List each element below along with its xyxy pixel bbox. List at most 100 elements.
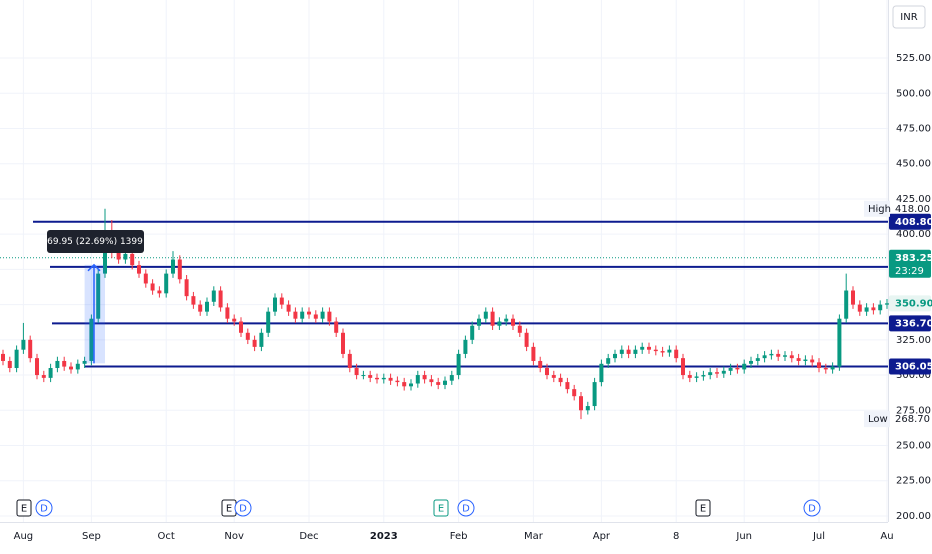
candle-body [239,321,243,333]
candle-body [28,339,33,359]
candle-body [545,368,549,376]
candle-body [402,382,407,387]
candle-body [647,346,651,350]
x-tick-label: Feb [450,531,468,542]
candle-body [198,304,203,312]
candle-body [667,349,672,353]
candle-body [137,265,141,274]
candle-body [21,339,26,350]
candle-body [701,375,706,377]
candle-body [443,380,447,385]
candle-body [817,362,821,369]
x-tick-label: Dec [299,531,318,542]
candle-body [687,375,692,378]
candle-body [368,375,373,378]
candle-body [1,353,5,361]
candle-body [803,359,808,361]
candle-body [830,366,835,370]
candle-body [640,346,645,350]
candle-body [55,360,60,369]
candle-body [422,375,427,380]
y-tick-label: 525.00 [896,53,931,64]
currency: INR [900,12,917,23]
candle-body [205,301,209,312]
candle-body [62,360,67,367]
y-tick-label: 250.00 [896,440,931,451]
candle-body [41,375,46,378]
candle-body [742,363,747,370]
extreme-value: 418.00 [895,204,930,215]
close-tag: 350.90 [895,298,932,309]
x-tick-label: Aug [14,531,34,542]
extreme-value: 268.70 [895,414,930,425]
x-tick-label: Au [880,531,893,542]
x-tick-label: Nov [224,531,244,542]
candle-body [715,372,719,374]
currency-box[interactable] [892,5,926,29]
y-tick-label: 275.00 [896,405,931,416]
level-tag-box [889,315,931,332]
candle-body [735,368,740,370]
candle-body [48,368,53,378]
event-label: E [21,504,27,515]
candle-body [300,311,305,319]
candle-body [470,325,475,340]
candle-body [381,377,386,380]
candle-body [660,351,665,353]
candle-body [851,290,855,305]
candle-body [762,355,767,359]
candle-body [252,339,257,347]
candle-body [864,307,869,312]
candle-body [674,349,679,359]
event-dividend [457,499,475,517]
candle-body [293,311,298,319]
candle-body [565,382,570,390]
x-tick-label: 8 [673,531,679,542]
candle-body [266,311,271,333]
level-tag-box [889,358,931,375]
candle-body [218,290,223,308]
y-tick-label: 450.00 [896,159,931,170]
candle-body [184,279,189,297]
event-label: D [239,504,247,515]
extreme-name: High [868,204,891,215]
candle-body [783,355,787,357]
candle-body [313,314,318,319]
candle-body [449,375,454,381]
candle-body [436,382,441,385]
candle-body [477,318,481,326]
candle-body [150,283,155,291]
x-tick-label: Sep [82,531,101,542]
candle-body [347,353,352,369]
candle-body [429,379,434,383]
event-label: D [462,504,470,515]
candle-body [143,273,148,284]
candle-body [558,377,563,383]
candle-body [164,273,169,294]
candle-body [776,353,781,357]
candle-body [619,349,624,354]
x-tick-label: Jun [735,531,752,542]
candle-body [613,353,617,359]
candle-body [334,321,339,333]
event-dividend [35,499,53,517]
candle-body [211,290,216,302]
candle-body [7,360,12,369]
last-price-box [889,249,931,278]
candle-body [810,359,815,363]
candle-body [878,304,883,311]
y-tick-label: 400.00 [896,229,931,240]
event-dividend [234,499,252,517]
measure-arrow-head [87,263,101,272]
candle-body [633,349,638,354]
candle-body [409,383,413,387]
candle-body [273,297,277,312]
event-label: E [438,504,444,515]
event-earnings [695,499,711,517]
candle-body [585,406,590,411]
candle-body [483,311,488,319]
candle-body [307,311,311,315]
candle-body [286,304,291,312]
candle-body [490,311,495,326]
